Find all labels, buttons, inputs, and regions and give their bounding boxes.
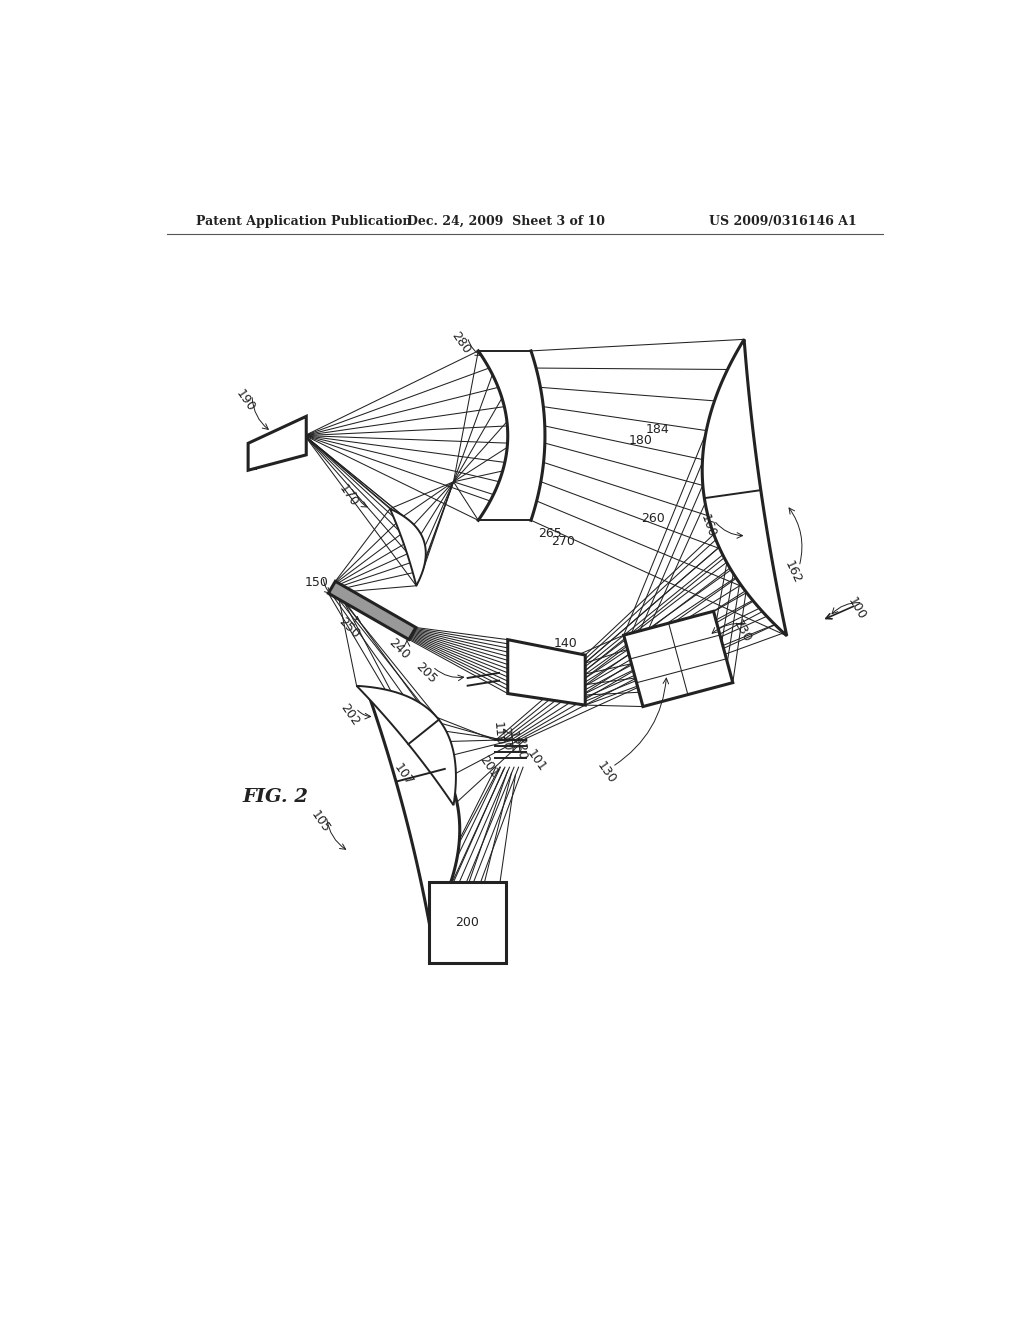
Text: 200: 200	[456, 916, 479, 929]
Text: 130: 130	[594, 759, 618, 787]
Text: 240: 240	[386, 636, 413, 661]
Polygon shape	[702, 339, 786, 636]
Polygon shape	[329, 581, 416, 639]
Text: 101: 101	[524, 747, 549, 774]
Text: 202: 202	[338, 701, 361, 727]
Polygon shape	[369, 693, 460, 928]
Text: 205: 205	[414, 660, 439, 686]
Text: 184: 184	[645, 422, 670, 436]
Polygon shape	[248, 416, 306, 470]
Text: Patent Application Publication: Patent Application Publication	[197, 215, 412, 228]
Text: FIG. 2: FIG. 2	[243, 788, 308, 807]
Text: 260: 260	[641, 512, 665, 525]
Polygon shape	[390, 508, 426, 586]
Text: 230: 230	[731, 616, 754, 644]
Text: 220: 220	[513, 735, 528, 760]
Text: 162: 162	[782, 560, 804, 586]
Polygon shape	[356, 686, 456, 805]
Text: 201: 201	[476, 754, 501, 780]
Text: 105: 105	[308, 809, 333, 836]
Text: Dec. 24, 2009  Sheet 3 of 10: Dec. 24, 2009 Sheet 3 of 10	[408, 215, 605, 228]
Text: 107: 107	[391, 760, 416, 788]
Polygon shape	[429, 882, 506, 964]
Text: 160: 160	[697, 513, 718, 540]
Text: 110: 110	[490, 721, 506, 746]
Text: US 2009/0316146 A1: US 2009/0316146 A1	[709, 215, 856, 228]
Text: 120: 120	[506, 730, 520, 755]
Text: 190: 190	[233, 388, 258, 414]
Polygon shape	[508, 640, 586, 705]
Polygon shape	[624, 611, 733, 706]
Text: 265: 265	[539, 527, 562, 540]
Text: 270: 270	[552, 535, 575, 548]
Text: 180: 180	[629, 434, 652, 447]
Text: 100: 100	[845, 595, 868, 623]
Text: 250: 250	[336, 615, 361, 642]
Text: 170: 170	[337, 482, 361, 510]
Text: 150: 150	[305, 576, 329, 589]
Text: 140: 140	[554, 638, 578, 649]
Text: 210: 210	[498, 726, 513, 751]
Text: 280: 280	[450, 330, 473, 356]
